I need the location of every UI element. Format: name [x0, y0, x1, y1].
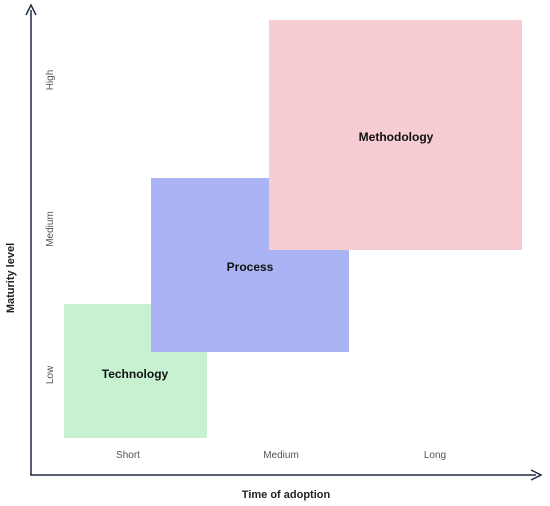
- x-tick-short: Short: [116, 450, 140, 461]
- x-tick-medium: Medium: [263, 450, 299, 461]
- methodology-box: [269, 20, 522, 250]
- y-tick-high: High: [45, 70, 56, 91]
- x-tick-long: Long: [424, 450, 446, 461]
- y-tick-low: Low: [45, 365, 56, 384]
- y-axis-arrow: [25, 3, 37, 16]
- methodology-label: Methodology: [359, 130, 434, 144]
- y-axis-title: Maturity level: [5, 243, 17, 313]
- x-axis-arrow: [530, 469, 543, 481]
- y-tick-medium: Medium: [45, 211, 56, 247]
- process-label: Process: [227, 260, 274, 274]
- technology-label: Technology: [102, 367, 169, 381]
- x-axis-title: Time of adoption: [242, 489, 331, 501]
